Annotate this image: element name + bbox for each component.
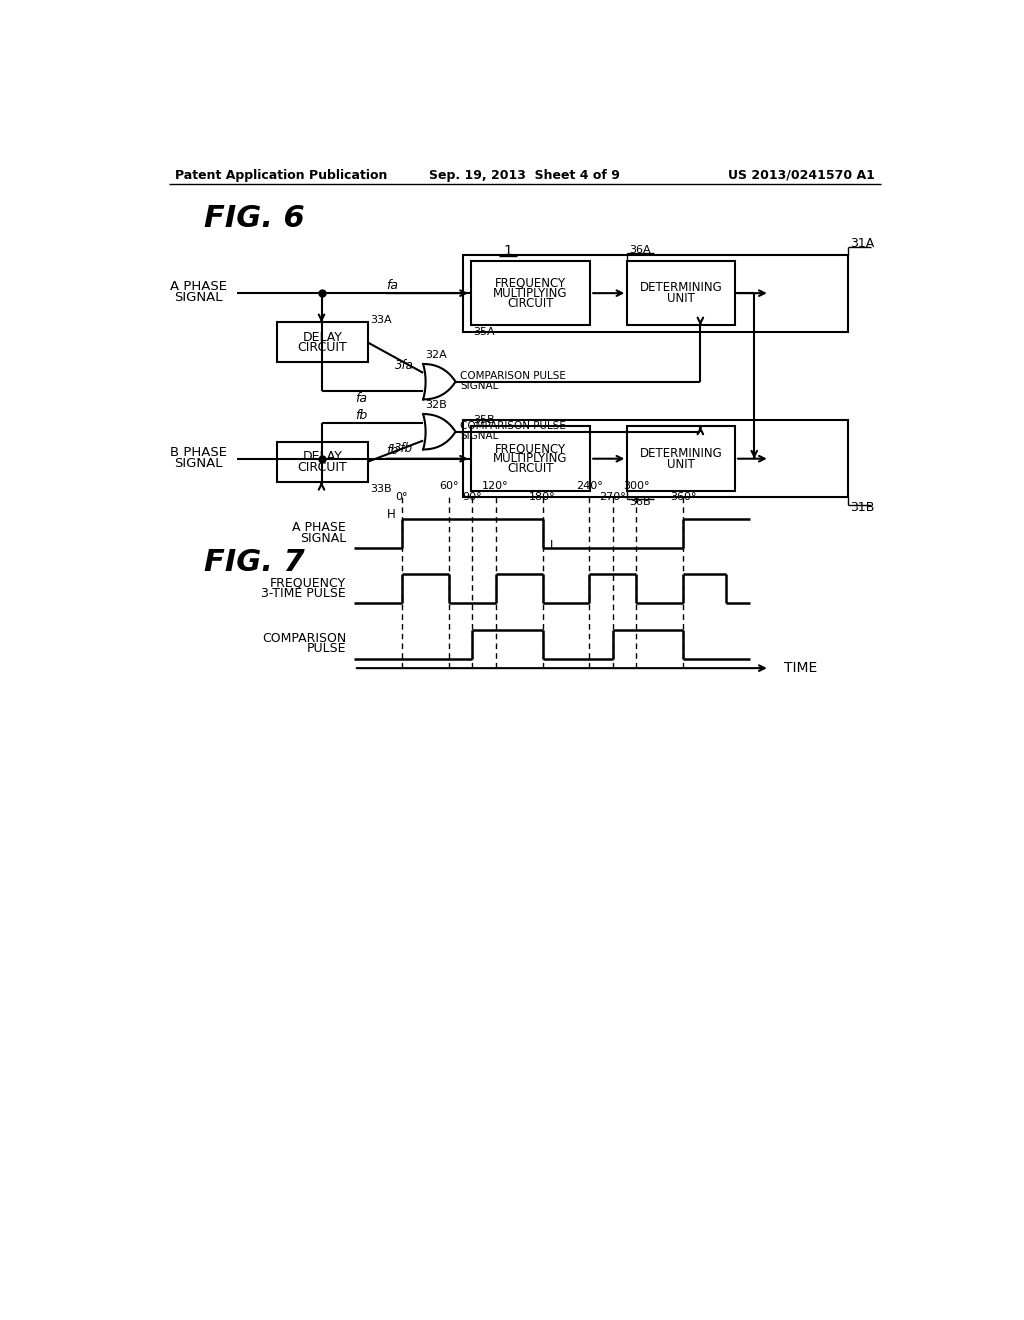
FancyBboxPatch shape xyxy=(471,261,590,326)
FancyBboxPatch shape xyxy=(463,420,848,498)
Text: SIGNAL: SIGNAL xyxy=(460,380,499,391)
Text: A PHASE: A PHASE xyxy=(170,280,227,293)
Text: Sep. 19, 2013  Sheet 4 of 9: Sep. 19, 2013 Sheet 4 of 9 xyxy=(429,169,621,182)
Text: 36B: 36B xyxy=(630,496,651,507)
Text: 1: 1 xyxy=(504,244,512,257)
Text: SIGNAL: SIGNAL xyxy=(174,457,222,470)
Text: 35A: 35A xyxy=(473,327,495,338)
Text: SIGNAL: SIGNAL xyxy=(174,292,222,305)
Text: CIRCUIT: CIRCUIT xyxy=(297,461,347,474)
Text: SIGNAL: SIGNAL xyxy=(460,430,499,441)
Text: PULSE: PULSE xyxy=(306,643,346,656)
Text: FREQUENCY: FREQUENCY xyxy=(495,277,566,289)
Text: 240°: 240° xyxy=(577,482,603,491)
Text: 300°: 300° xyxy=(624,482,649,491)
Text: MULTIPLYING: MULTIPLYING xyxy=(494,453,568,465)
Text: FIG. 7: FIG. 7 xyxy=(204,548,304,577)
Text: fb: fb xyxy=(355,409,368,421)
Text: 270°: 270° xyxy=(600,492,627,502)
Text: 0°: 0° xyxy=(395,492,408,502)
Text: DETERMINING: DETERMINING xyxy=(640,446,723,459)
Text: 360°: 360° xyxy=(670,492,696,502)
Text: 60°: 60° xyxy=(439,482,459,491)
Text: 31A: 31A xyxy=(850,238,874,251)
FancyBboxPatch shape xyxy=(276,322,368,363)
Text: 35B: 35B xyxy=(473,416,495,425)
Text: 180°: 180° xyxy=(529,492,556,502)
Text: H: H xyxy=(387,508,396,521)
Text: 33A: 33A xyxy=(370,315,391,325)
FancyBboxPatch shape xyxy=(463,255,848,331)
Text: 32A: 32A xyxy=(425,350,447,360)
Text: FREQUENCY: FREQUENCY xyxy=(495,442,566,455)
Text: A PHASE: A PHASE xyxy=(293,520,346,533)
FancyBboxPatch shape xyxy=(628,261,735,326)
Text: COMPARISON PULSE: COMPARISON PULSE xyxy=(460,371,566,380)
Text: 90°: 90° xyxy=(462,492,482,502)
Text: DELAY: DELAY xyxy=(302,330,342,343)
Text: CIRCUIT: CIRCUIT xyxy=(507,462,554,475)
Text: DETERMINING: DETERMINING xyxy=(640,281,723,294)
Text: FIG. 6: FIG. 6 xyxy=(204,205,304,232)
Text: fa: fa xyxy=(386,279,398,292)
Text: FREQUENCY: FREQUENCY xyxy=(270,576,346,589)
Text: COMPARISON: COMPARISON xyxy=(262,631,346,644)
FancyBboxPatch shape xyxy=(471,426,590,491)
Text: DELAY: DELAY xyxy=(302,450,342,463)
Text: SIGNAL: SIGNAL xyxy=(300,532,346,545)
Text: CIRCUIT: CIRCUIT xyxy=(297,342,347,354)
Text: UNIT: UNIT xyxy=(668,458,695,471)
Text: 3-TIME PULSE: 3-TIME PULSE xyxy=(261,587,346,601)
Text: 31B: 31B xyxy=(850,502,874,515)
Text: fb: fb xyxy=(386,445,398,458)
Text: L: L xyxy=(550,539,556,552)
Text: 36A: 36A xyxy=(630,246,651,255)
FancyBboxPatch shape xyxy=(628,426,735,491)
Text: B PHASE: B PHASE xyxy=(170,446,227,459)
Text: 120°: 120° xyxy=(482,482,509,491)
Text: MULTIPLYING: MULTIPLYING xyxy=(494,286,568,300)
Text: TIME: TIME xyxy=(783,661,817,675)
Text: COMPARISON PULSE: COMPARISON PULSE xyxy=(460,421,566,430)
Text: US 2013/0241570 A1: US 2013/0241570 A1 xyxy=(727,169,874,182)
Text: UNIT: UNIT xyxy=(668,292,695,305)
Text: 3fa: 3fa xyxy=(394,359,414,372)
Text: 33B: 33B xyxy=(370,483,391,494)
Text: fa: fa xyxy=(355,392,368,405)
Text: 3fb: 3fb xyxy=(394,442,414,455)
FancyBboxPatch shape xyxy=(276,442,368,482)
Text: CIRCUIT: CIRCUIT xyxy=(507,297,554,310)
Text: 32B: 32B xyxy=(425,400,447,409)
Text: Patent Application Publication: Patent Application Publication xyxy=(175,169,388,182)
